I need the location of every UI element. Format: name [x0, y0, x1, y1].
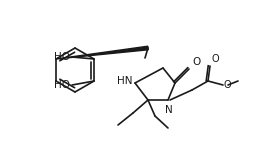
- Polygon shape: [56, 46, 148, 59]
- Text: HO: HO: [54, 80, 70, 90]
- Text: O: O: [212, 54, 220, 64]
- Text: N: N: [165, 105, 173, 115]
- Text: O: O: [192, 57, 200, 67]
- Text: HO: HO: [54, 52, 70, 62]
- Text: O: O: [224, 80, 232, 90]
- Text: HN: HN: [116, 76, 132, 86]
